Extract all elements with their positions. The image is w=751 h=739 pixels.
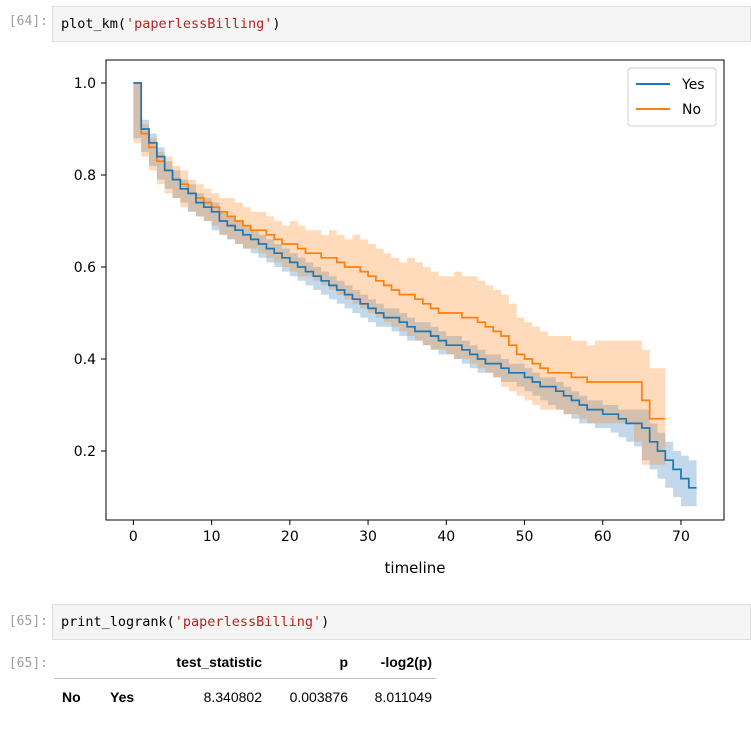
code-function-name: plot_km( <box>61 16 127 32</box>
code-close-paren: ) <box>272 16 281 32</box>
x-tick-label: 70 <box>672 529 690 545</box>
x-tick-label: 40 <box>437 529 455 545</box>
code-string-argument: 'paperlessBilling' <box>126 16 273 32</box>
table-header-row: test_statistic p -log2(p) <box>54 648 436 679</box>
survival-line-yes <box>133 82 697 489</box>
table-header-cell: p <box>339 654 348 670</box>
logrank-results-table: test_statistic p -log2(p) No Yes 8.34080… <box>54 648 436 709</box>
y-tick-label: 1.0 <box>74 76 96 92</box>
table-row: No Yes 8.340802 0.003876 8.011049 <box>54 679 436 710</box>
x-tick-label: 60 <box>594 529 612 545</box>
table-cell-test-statistic: 8.340802 <box>203 689 262 705</box>
output-prompt-65: [65]: <box>8 656 48 671</box>
table-header-cell: -log2(p) <box>380 654 432 670</box>
row-index-group: No <box>62 689 81 705</box>
code-cell-64: [64]: plot_km('paperlessBilling') <box>0 0 751 44</box>
ci-band-no <box>133 83 666 465</box>
table-header-cell <box>102 648 150 679</box>
x-tick-label: 0 <box>129 529 138 545</box>
x-tick-label: 50 <box>516 529 534 545</box>
code-string-argument: 'paperlessBilling' <box>174 614 322 630</box>
km-chart-svg: 0 10 20 30 40 50 60 70 0.2 0.4 0.6 0.8 1.0 timeline… <box>74 59 725 577</box>
code-editor-64[interactable]: plot_km('paperlessBilling') <box>52 6 751 42</box>
row-index-group: Yes <box>110 689 135 705</box>
legend-label-yes: Yes <box>681 77 705 93</box>
input-prompt-64: [64]: <box>8 14 48 29</box>
x-tick-label: 30 <box>359 529 377 545</box>
code-cell-65: [65]: print_logrank('paperlessBilling') <box>0 598 751 642</box>
y-tick-label: 0.4 <box>74 352 96 368</box>
legend: Yes No <box>627 67 717 127</box>
km-survival-chart: 0 10 20 30 40 50 60 70 0.2 0.4 0.6 0.8 1.0 timeline… <box>52 48 751 588</box>
y-tick-label: 0.8 <box>74 168 96 184</box>
y-tick-label: 0.2 <box>74 444 96 460</box>
x-tick-label: 10 <box>203 529 221 545</box>
code-editor-65[interactable]: print_logrank('paperlessBilling') <box>52 604 751 640</box>
code-close-paren: ) <box>321 614 330 630</box>
plot-frame <box>105 59 725 521</box>
table-header-cell <box>54 648 102 679</box>
y-tick-label: 0.6 <box>74 260 96 276</box>
legend-box <box>627 67 717 127</box>
table-cell-p: 0.003876 <box>289 689 348 705</box>
input-prompt-65: [65]: <box>8 614 48 629</box>
legend-label-no: No <box>682 102 701 118</box>
code-function-name: print_logrank( <box>61 614 175 630</box>
x-axis-label: timeline <box>385 559 446 577</box>
x-tick-label: 20 <box>281 529 299 545</box>
table-header-cell: test_statistic <box>176 654 262 670</box>
table-cell-log2p: 8.011049 <box>374 689 432 705</box>
ci-band-yes <box>133 83 697 507</box>
survival-line-no <box>133 82 666 420</box>
